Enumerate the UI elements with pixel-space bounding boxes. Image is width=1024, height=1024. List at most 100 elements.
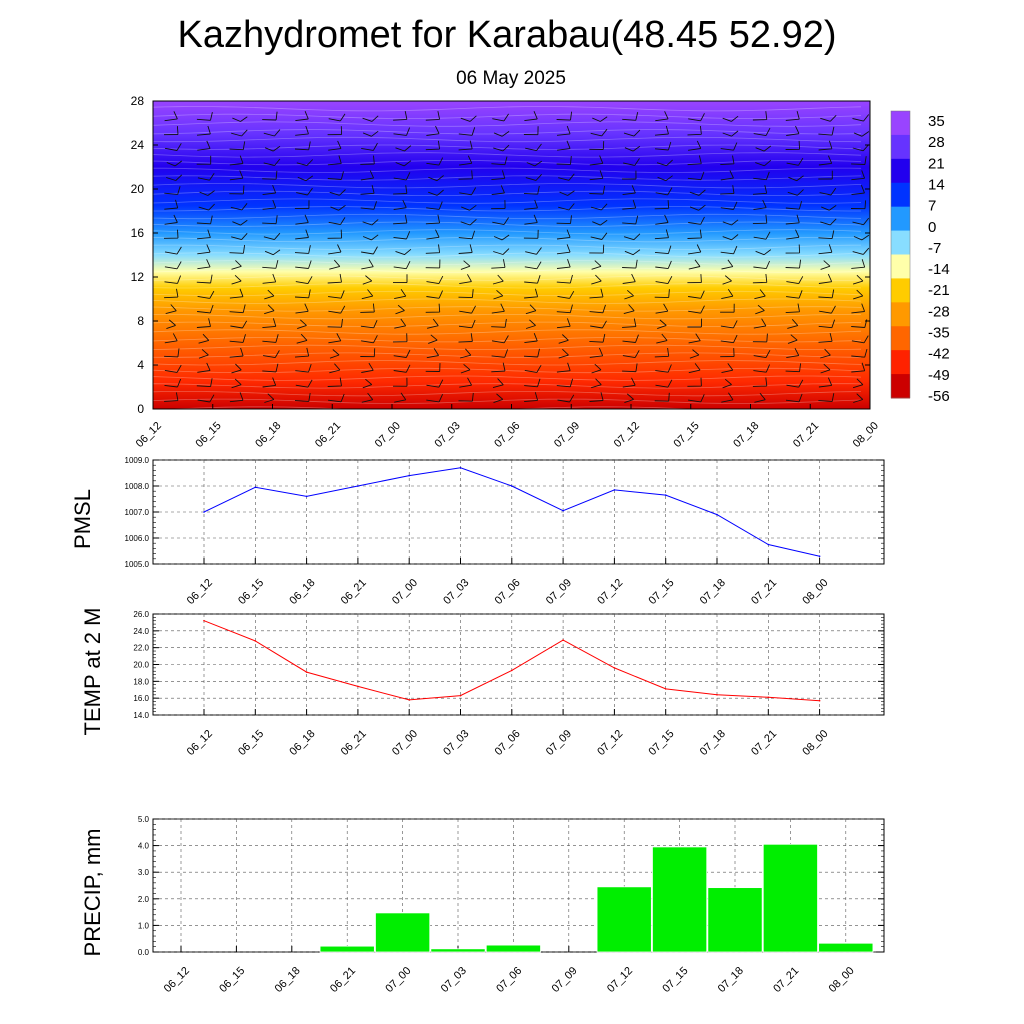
wind-barb xyxy=(493,131,510,137)
wind-barb xyxy=(199,190,215,196)
wind-barb xyxy=(425,259,441,269)
panel-ylabel-1: PMSL xyxy=(70,489,95,549)
series-point xyxy=(459,467,462,469)
wind-barb xyxy=(556,244,571,255)
wind-barb xyxy=(655,364,672,373)
panel-xtick-label: 07_18 xyxy=(698,577,728,607)
wind-barb xyxy=(393,349,411,358)
panel-xtick-label: 06_18 xyxy=(287,577,317,607)
wind-barb xyxy=(262,259,279,269)
wind-barb xyxy=(591,260,602,270)
wind-barb xyxy=(722,234,739,241)
wind-barb xyxy=(721,259,734,270)
wind-barb xyxy=(559,190,575,196)
wind-barb xyxy=(556,125,571,136)
wind-barb xyxy=(722,219,739,226)
panel-xtick-label: 07_15 xyxy=(660,965,690,995)
wind-barb xyxy=(295,303,309,314)
wind-barb xyxy=(230,203,248,211)
wind-barb xyxy=(328,113,346,122)
precip-bar xyxy=(652,846,708,953)
wind-barb xyxy=(164,378,182,388)
panel-ytick-label: 1006.0 xyxy=(125,534,150,543)
panel-ytick-label: 1007.0 xyxy=(125,508,150,517)
wind-barb xyxy=(163,126,179,136)
panel-xtick-label: 08_00 xyxy=(827,965,857,995)
wind-barb xyxy=(294,347,310,358)
wind-barb xyxy=(524,111,538,122)
wind-barb xyxy=(296,187,313,196)
panel-ylabel-2: TEMP at 2 M xyxy=(80,608,105,736)
panel-xtick-label: 07_12 xyxy=(595,728,625,758)
colorbar-label: -14 xyxy=(928,261,950,278)
wind-barb xyxy=(395,304,405,315)
heatmap-xtick-label: 08_00 xyxy=(851,420,881,450)
panel-xtick-label: 07_00 xyxy=(390,577,420,607)
wind-barb xyxy=(821,205,837,211)
wind-barb xyxy=(394,392,407,403)
heatmap-xtick-label: 07_21 xyxy=(791,420,821,450)
wind-barb xyxy=(590,128,608,137)
wind-barb xyxy=(393,231,411,240)
wind-barb xyxy=(589,155,604,166)
heatmap-contour xyxy=(152,275,862,281)
precip-bar xyxy=(596,886,652,953)
wind-barb xyxy=(655,303,669,314)
panel-xtick-label: 06_18 xyxy=(287,728,317,758)
wind-barb xyxy=(426,348,439,359)
wind-barb xyxy=(327,318,343,328)
wind-barb xyxy=(654,141,672,151)
wind-barb xyxy=(262,377,277,388)
wind-barb xyxy=(164,246,182,255)
wind-barb xyxy=(164,348,180,358)
wind-barb xyxy=(656,159,673,167)
wind-barb xyxy=(458,127,476,136)
wind-barb xyxy=(590,232,608,240)
wind-barb xyxy=(754,392,766,403)
wind-barb xyxy=(164,275,182,284)
wind-barb xyxy=(426,157,444,166)
wind-barb xyxy=(393,377,408,387)
wind-barb xyxy=(460,363,471,374)
wind-barb xyxy=(328,217,346,225)
wind-barb xyxy=(491,200,506,210)
wind-barb xyxy=(492,217,509,226)
wind-barb xyxy=(164,143,182,151)
wind-barb xyxy=(425,140,441,151)
heatmap-contour xyxy=(152,244,862,250)
wind-barb xyxy=(557,140,571,151)
series-point xyxy=(767,696,770,699)
wind-barb xyxy=(262,363,279,373)
wind-barb xyxy=(589,170,604,181)
wind-barb xyxy=(786,290,803,299)
panel-xtick-label: 08_00 xyxy=(800,577,830,607)
wind-barb xyxy=(197,304,214,314)
wind-barb xyxy=(819,305,836,314)
colorbar-frame xyxy=(890,110,911,399)
wind-barb xyxy=(818,126,835,136)
wind-barb xyxy=(687,318,703,328)
wind-barb xyxy=(687,125,702,136)
wind-barb xyxy=(852,114,870,122)
series-point xyxy=(562,509,564,512)
heatmap-contour xyxy=(152,367,862,374)
wind-barb xyxy=(818,332,833,343)
wind-barb xyxy=(229,347,244,358)
wind-barb xyxy=(524,261,542,270)
wind-barb xyxy=(164,261,182,270)
wind-barb xyxy=(426,275,444,285)
wind-barb xyxy=(818,244,833,255)
panel-xtick-label: 07_06 xyxy=(493,577,523,607)
colorbar-swatch xyxy=(891,302,910,327)
wind-barb xyxy=(328,290,345,299)
wind-barb xyxy=(294,200,310,210)
wind-barb xyxy=(166,174,183,181)
wind-barb xyxy=(688,113,705,122)
heatmap-xtick-label: 06_15 xyxy=(194,420,224,450)
wind-barb xyxy=(654,229,669,240)
panel-xtick-label: 07_09 xyxy=(550,965,580,995)
wind-barb xyxy=(426,201,443,210)
wind-barb xyxy=(232,116,248,122)
series-point xyxy=(203,619,205,622)
wind-barb xyxy=(755,159,772,167)
